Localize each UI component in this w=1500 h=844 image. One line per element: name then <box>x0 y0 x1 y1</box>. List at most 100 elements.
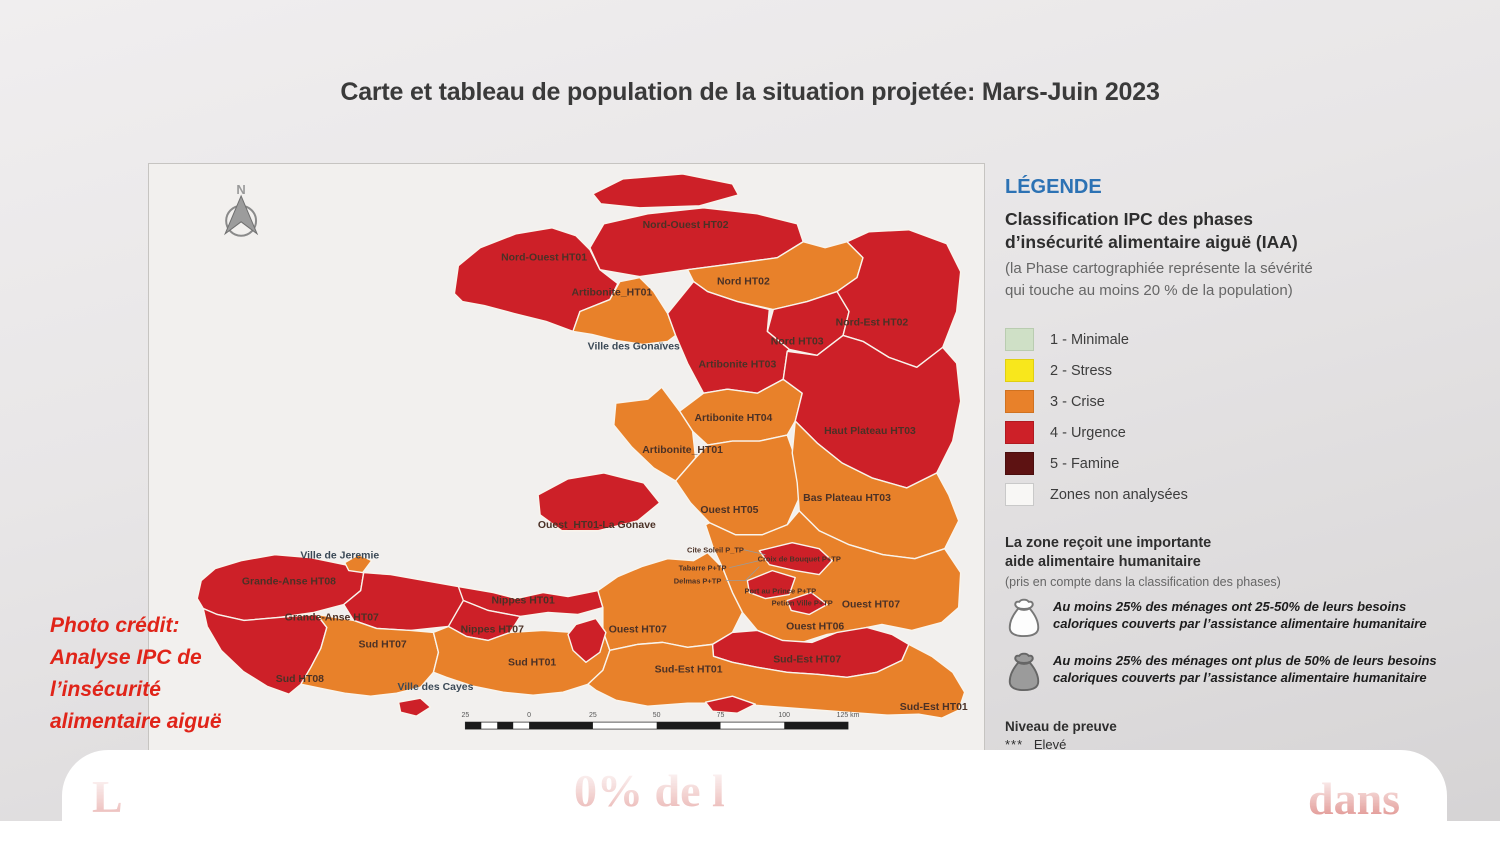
legend-aid-section: La zone reçoit une importante aide alime… <box>1005 534 1470 697</box>
evidence-section: Niveau de preuve *** Elevé <box>1005 719 1470 752</box>
haiti-map-panel: N <box>148 163 985 755</box>
region-label: Sud-Est HT01 <box>900 702 968 713</box>
region-label: Nord HT02 <box>717 277 770 288</box>
metro-leader-lines <box>725 549 766 581</box>
region-sud-est-ht01 <box>587 641 966 719</box>
region-ouest-ht07-west <box>597 551 744 652</box>
aid-entry: Au moins 25% des ménages ont 25-50% de l… <box>1005 598 1470 643</box>
region-label: Ouest HT07 <box>609 624 667 635</box>
evidence-title: Niveau de preuve <box>1005 719 1117 734</box>
aid-title-line2: aide alimentaire humanitaire <box>1005 554 1201 570</box>
region-ouest-ht07-ht06 <box>704 510 962 644</box>
scale-tick: 100 <box>778 712 790 719</box>
legend-item-label: 2 - Stress <box>1050 362 1113 379</box>
region-label: Sud HT08 <box>276 674 324 685</box>
region-islet-west <box>397 697 432 717</box>
legend-swatch <box>1005 421 1034 444</box>
faded-headline-fragment: dans <box>1308 773 1401 824</box>
region-sud-ht07 <box>300 613 440 697</box>
legend-item: 3 - Crise <box>1005 386 1470 417</box>
region-label: Ouest HT07 <box>842 599 900 610</box>
region-label: Ouest HT06 <box>786 621 844 632</box>
legend-item-label: 5 - Famine <box>1050 455 1120 472</box>
photo-credit-line: Analyse IPC de <box>50 646 202 669</box>
evidence-stars: *** <box>1005 737 1024 752</box>
sack-filled-icon <box>1005 652 1045 697</box>
legend-item-label: Zones non analysées <box>1050 486 1188 503</box>
legend-item: 2 - Stress <box>1005 355 1470 386</box>
region-la-gonave <box>537 472 661 532</box>
evidence-level: *** Elevé <box>1005 737 1470 752</box>
legend-item: 4 - Urgence <box>1005 417 1470 448</box>
region-label: Grande-Anse HT07 <box>285 612 379 623</box>
region-artibonite-ht01-s <box>613 386 697 482</box>
aid-entry-text: Au moins 25% des ménages ont 25-50% de l… <box>1053 599 1427 631</box>
scale-tick: 50 <box>653 712 661 719</box>
faded-headline-fragment: L <box>92 771 123 822</box>
region-label: Artibonite_HT01 <box>642 445 723 456</box>
region-tortue <box>592 173 740 209</box>
compass-north-arrow: N <box>223 182 259 237</box>
aid-entry: Au moins 25% des ménages ont plus de 50%… <box>1005 652 1470 697</box>
region-label: Nord-Ouest HT02 <box>643 220 729 231</box>
region-label: Artibonite HT03 <box>699 359 777 370</box>
aid-note: (pris en compte dans la classification d… <box>1005 575 1281 589</box>
svg-text:N: N <box>236 182 245 197</box>
region-sud-est-red-west <box>567 617 607 664</box>
region-label: Nord-Ouest HT01 <box>501 253 587 264</box>
region-ile-a-vache <box>704 695 757 714</box>
region-croix-des-bouquets <box>758 542 833 576</box>
legend-item-label: 4 - Urgence <box>1050 424 1126 441</box>
legend-subtitle-line1: (la Phase cartographiée représente la sé… <box>1005 260 1313 277</box>
photo-credit-line: l’insécurité <box>50 678 161 701</box>
metro-label: Tabarre P+TP <box>679 564 727 573</box>
legend-swatch <box>1005 328 1034 351</box>
scale-tick: 75 <box>717 712 725 719</box>
faded-headline-fragment: 0% de l <box>574 765 725 816</box>
bottom-card: L 0% de l dans <box>62 750 1447 844</box>
photo-credit-line: Photo crédit: <box>50 614 180 637</box>
region-label: Nippes HT01 <box>491 596 555 607</box>
evidence-level-label: Elevé <box>1033 737 1067 752</box>
metro-label: Port au Prince P+TP <box>744 587 816 596</box>
region-label: Haut Plateau HT03 <box>824 426 916 437</box>
page-title: Carte et tableau de population de la sit… <box>340 78 1160 106</box>
region-label: Nippes HT07 <box>461 624 525 635</box>
region-label: Sud-Est HT01 <box>655 664 723 675</box>
legend-subtitle-line2: qui touche au moins 20 % de la populatio… <box>1005 282 1293 299</box>
city-label: Ville des Gonaïves <box>588 341 680 352</box>
legend-swatch <box>1005 359 1034 382</box>
map-regions <box>196 173 966 719</box>
photo-credit-line: alimentaire aiguë <box>50 710 222 733</box>
region-label: Sud HT01 <box>508 657 556 668</box>
photo-credit: Photo crédit: Analyse IPC de l’insécurit… <box>50 610 270 738</box>
aid-title-line1: La zone reçoit une importante <box>1005 535 1212 551</box>
legend-swatch <box>1005 390 1034 413</box>
region-jeremie-notch <box>344 553 373 574</box>
metro-label: Petion Ville P+TP <box>772 599 833 608</box>
aid-entry-text: Au moins 25% des ménages ont plus de 50%… <box>1053 653 1437 685</box>
scale-bar <box>464 721 849 730</box>
legend-heading: LÉGENDE <box>1005 176 1102 198</box>
legend-phase-items: 1 - Minimale 2 - Stress 3 - Crise 4 - Urgen… <box>1005 324 1470 510</box>
legend-item-label: 1 - Minimale <box>1050 331 1129 348</box>
legend-item: Zones non analysées <box>1005 479 1470 510</box>
region-nord-ouest-ht01 <box>453 227 619 333</box>
legend-item-label: 3 - Crise <box>1050 393 1105 410</box>
region-port-au-prince <box>746 569 796 600</box>
region-label: Artibonite HT04 <box>695 413 773 424</box>
city-label: Ville des Cayes <box>397 682 473 693</box>
map-labels: Nord-Ouest HT02 Nord-Ouest HT01 Artibonite… <box>242 220 968 719</box>
scale-tick: 0 <box>527 712 531 719</box>
region-label: Bas Plateau HT03 <box>803 493 891 504</box>
scale-tick: 25 <box>589 712 597 719</box>
region-label: Ouest_HT01-La Gonave <box>538 520 656 531</box>
legend-item: 1 - Minimale <box>1005 324 1470 355</box>
region-label: Sud HT07 <box>359 639 407 650</box>
region-label: Sud-Est HT07 <box>773 654 841 665</box>
legend-title-line2: d’insécurité alimentaire aiguë (IAA) <box>1005 232 1298 252</box>
scale-tick: 25 <box>461 712 469 719</box>
scale-tick: 125 km <box>837 712 860 719</box>
legend-panel: LÉGENDE Classification IPC des phases d’… <box>1005 176 1470 752</box>
region-label: Ouest HT05 <box>700 505 758 516</box>
